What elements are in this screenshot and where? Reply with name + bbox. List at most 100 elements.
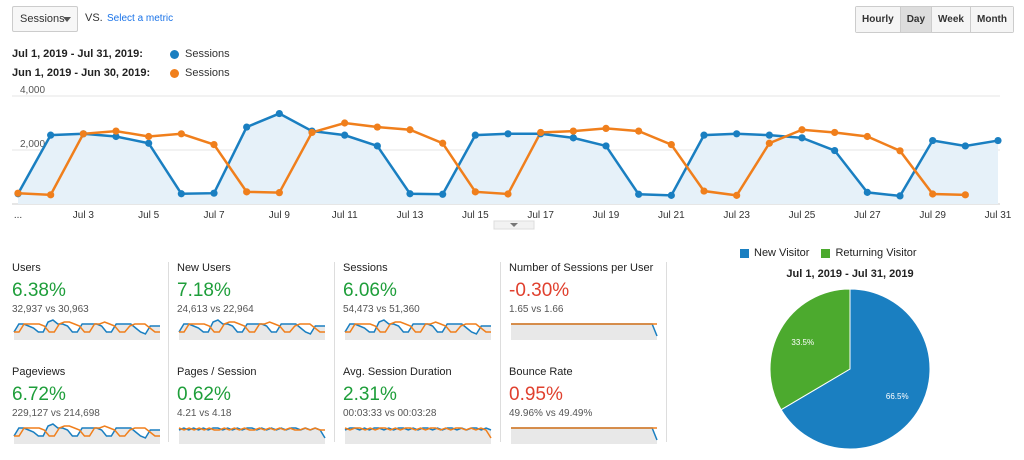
sparkline	[511, 427, 658, 444]
point-current	[765, 131, 773, 139]
legend-dot-icon	[170, 68, 179, 78]
sparkline-current	[13, 319, 160, 335]
point-previous	[765, 139, 773, 147]
sparkline	[13, 319, 160, 340]
pie-slice-returning-visitor[interactable]	[769, 288, 851, 411]
sparkline	[344, 319, 491, 340]
x-tick-label: Jul 9	[269, 210, 291, 221]
point-current	[896, 192, 904, 200]
sparkline-area	[179, 428, 325, 444]
sparkline-previous	[14, 425, 160, 437]
x-tick-label: Jul 23	[723, 210, 750, 221]
sparkline-previous	[14, 321, 160, 333]
scorecard-comparison: 54,473 vs 51,360	[343, 304, 420, 315]
point-previous	[47, 191, 55, 199]
point-previous	[341, 119, 349, 127]
scorecard-percent: 2.31%	[343, 384, 397, 405]
hourly-button[interactable]: Hourly	[856, 7, 901, 32]
x-tick-label: Jul 21	[658, 210, 685, 221]
point-previous	[569, 127, 577, 135]
series-area	[18, 113, 998, 204]
sparkline-previous	[178, 427, 325, 431]
point-current	[700, 131, 708, 139]
scorecard-pageviews[interactable]: Pageviews 6.72% 229,127 vs 214,698	[12, 366, 164, 456]
x-tick-label: Jul 29	[919, 210, 946, 221]
select-metric-link[interactable]: Select a metric	[107, 13, 174, 24]
point-previous	[504, 190, 512, 198]
point-current	[145, 139, 153, 147]
point-current	[210, 189, 218, 197]
x-tick-label: Jul 31	[985, 210, 1012, 221]
sparkline-area	[179, 320, 325, 340]
point-current	[471, 131, 479, 139]
point-current	[602, 142, 610, 150]
y-tick-label: 4,000	[20, 85, 45, 96]
scorecard-percent: 6.72%	[12, 384, 66, 405]
metric-select[interactable]: Sessions	[12, 6, 78, 32]
point-previous	[635, 127, 643, 135]
point-previous	[14, 189, 22, 197]
scorecard-new-users[interactable]: New Users 7.18% 24,613 vs 22,964	[177, 262, 329, 352]
scorecard-sessions-per-user[interactable]: Number of Sessions per User -0.30% 1.65 …	[509, 262, 661, 352]
caret-down-icon	[63, 17, 71, 22]
sparkline-current	[178, 319, 325, 335]
day-button[interactable]: Day	[900, 7, 933, 32]
point-current	[406, 190, 414, 198]
scorecard-pages-per-session[interactable]: Pages / Session 0.62% 4.21 vs 4.18	[177, 366, 329, 456]
scorecard-divider	[666, 262, 667, 442]
pie-slice-label: 66.5%	[886, 392, 909, 401]
legend-range: Jun 1, 2019 - Jun 30, 2019:	[12, 67, 151, 79]
sparkline-area	[511, 324, 657, 340]
point-current	[798, 134, 806, 142]
point-previous	[79, 130, 87, 138]
point-current	[275, 109, 283, 118]
x-tick-label: Jul 5	[138, 210, 160, 221]
sparkline	[178, 319, 325, 340]
scorecard-comparison: 24,613 vs 22,964	[177, 304, 254, 315]
point-previous	[210, 141, 218, 149]
x-tick-label: Jul 15	[462, 210, 489, 221]
x-tick-label: Jul 7	[203, 210, 225, 221]
point-current	[994, 136, 1002, 145]
x-tick-label: Jul 27	[854, 210, 881, 221]
pie-legend-new: New Visitor	[754, 247, 810, 259]
scorecard-label: New Users	[177, 262, 231, 274]
point-previous	[145, 132, 153, 141]
week-button[interactable]: Week	[932, 7, 971, 32]
scorecard-label: Bounce Rate	[509, 366, 573, 378]
point-previous	[798, 126, 806, 134]
sparkline	[344, 427, 492, 444]
point-current	[635, 190, 643, 198]
x-tick-label: Jul 19	[593, 210, 620, 221]
granularity-toggle: Hourly Day Week Month	[855, 6, 1014, 33]
scorecard-bounce-rate[interactable]: Bounce Rate 0.95% 49.96% vs 49.49%	[509, 366, 661, 456]
legend-dot-icon	[170, 49, 179, 59]
point-current	[243, 123, 251, 131]
x-tick-label: Jul 11	[332, 210, 358, 221]
scorecard-avg-session-duration[interactable]: Avg. Session Duration 2.31% 00:03:33 vs …	[343, 366, 495, 456]
point-previous	[961, 191, 969, 199]
scorecard-users[interactable]: Users 6.38% 32,937 vs 30,963	[12, 262, 164, 352]
legend-range: Jul 1, 2019 - Jul 31, 2019:	[12, 48, 143, 60]
scorecard-comparison: 49.96% vs 49.49%	[509, 408, 593, 419]
scorecard-label: Sessions	[343, 262, 388, 274]
sessions-line-chart[interactable]: 4,000 2,000... Jul 3 Jul 5 Jul 7 Jul 9 Jul 11 J…	[0, 84, 1024, 234]
point-previous	[831, 128, 839, 137]
point-previous	[471, 188, 479, 196]
pie-legend: New Visitor Returning Visitor	[740, 247, 917, 259]
x-tick-label: Jul 25	[789, 210, 816, 221]
visitor-pie-chart[interactable]: 66.5% 33.5%	[760, 283, 940, 455]
point-previous	[406, 126, 414, 134]
month-button[interactable]: Month	[971, 7, 1013, 32]
scorecard-sessions[interactable]: Sessions 6.06% 54,473 vs 51,360	[343, 262, 495, 352]
scorecard-label: Pageviews	[12, 366, 66, 378]
point-current	[373, 142, 381, 150]
x-tick-label: ...	[14, 210, 22, 221]
sparkline	[511, 323, 658, 340]
scorecard-percent: 7.18%	[177, 280, 231, 301]
point-previous	[112, 127, 120, 135]
pie-slice-label: 33.5%	[791, 338, 814, 347]
pie-slice-new-visitor[interactable]	[780, 288, 931, 450]
point-current	[341, 131, 349, 139]
scorecard-comparison: 00:03:33 vs 00:03:28	[343, 408, 437, 419]
